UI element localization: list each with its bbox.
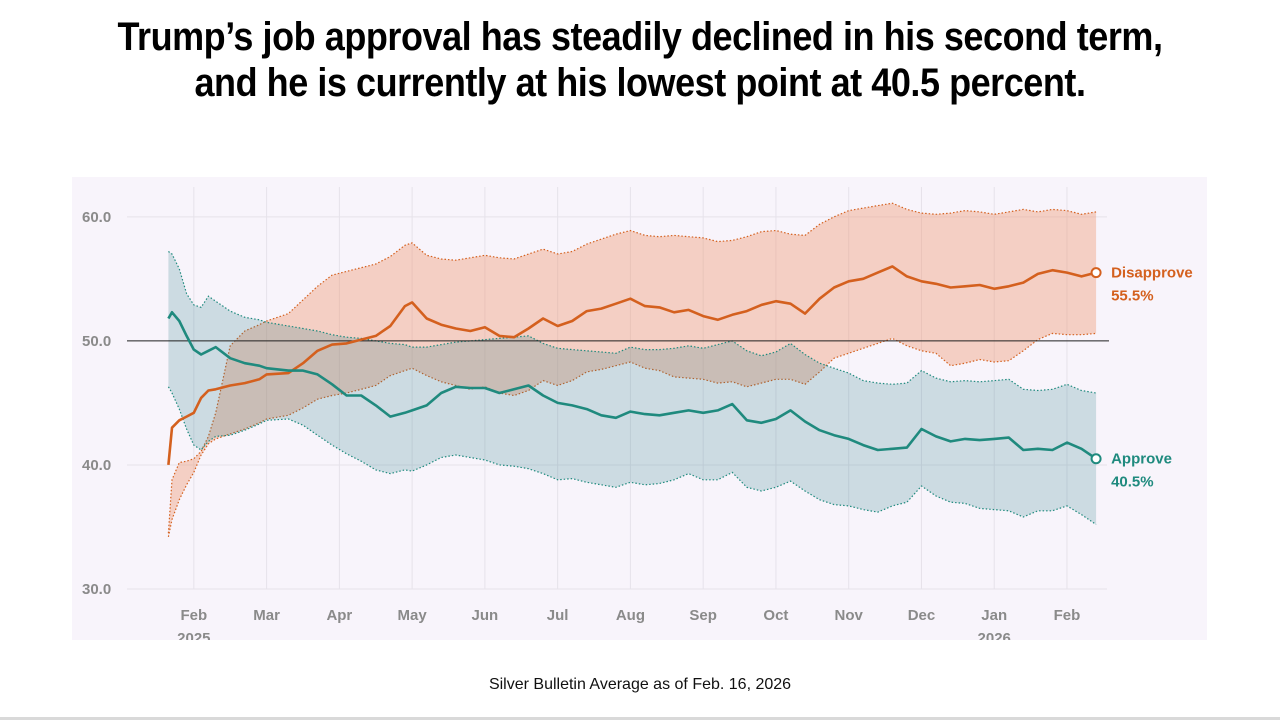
- y-tick-label-0: 30.0: [82, 581, 111, 598]
- approve-end-marker: [1090, 453, 1102, 465]
- disapprove-legend-value: 55.5%: [1111, 288, 1154, 305]
- chart-title: Trump’s job approval has steadily declin…: [64, 14, 1216, 106]
- plot-background: [72, 177, 1207, 640]
- approve-legend-label: Approve: [1111, 451, 1172, 468]
- disapprove-confidence-band: [168, 203, 1097, 537]
- x-tick-label-7: Sep: [689, 607, 717, 624]
- y-tick-label-1: 40.0: [82, 457, 111, 474]
- x-tick-label-3: May: [398, 607, 428, 624]
- x-tick-label-8: Oct: [763, 607, 788, 624]
- title-line-2: and he is currently at his lowest point …: [194, 61, 1086, 105]
- x-tick-label-4: Jun: [472, 607, 499, 624]
- y-tick-label-2: 50.0: [82, 333, 111, 350]
- y-tick-label-3: 60.0: [82, 209, 111, 226]
- disapprove-band-upper-edge: [167, 202, 1097, 534]
- x-tick-label-5: Jul: [547, 607, 569, 624]
- disapprove-end-marker: [1090, 267, 1102, 279]
- x-tick-label-10: Dec: [908, 607, 936, 624]
- x-tick-label-12: Feb: [1054, 607, 1081, 624]
- chart-panel: Disapprove 55.5% Approve 40.5% 30.0 40.0 50.0 6…: [72, 177, 1207, 647]
- x-tick-label-1: Mar: [253, 607, 280, 624]
- approval-chart: Disapprove 55.5% Approve 40.5% 30.0 40.0 50.0 6…: [72, 177, 1207, 647]
- approve-line: [167, 311, 1097, 460]
- approve-confidence-band: [168, 251, 1097, 525]
- x-tick-year-label-0: 2025: [177, 630, 210, 640]
- disapprove-legend-label: Disapprove: [1111, 265, 1193, 282]
- bottom-divider: [0, 717, 1280, 720]
- x-tick-label-2: Apr: [326, 607, 352, 624]
- title-line-1: Trump’s job approval has steadily declin…: [117, 15, 1163, 59]
- x-tick-label-9: Nov: [835, 607, 864, 624]
- x-tick-label-11: Jan: [981, 607, 1007, 624]
- x-tick-label-6: Aug: [616, 607, 645, 624]
- disapprove-line: [167, 265, 1097, 466]
- x-tick-label-0: Feb: [181, 607, 208, 624]
- chart-caption: Silver Bulletin Average as of Feb. 16, 2…: [488, 676, 792, 693]
- disapprove-band-lower-edge: [167, 332, 1097, 538]
- approve-legend-value: 40.5%: [1111, 474, 1154, 491]
- x-tick-year-label-11: 2026: [978, 630, 1011, 640]
